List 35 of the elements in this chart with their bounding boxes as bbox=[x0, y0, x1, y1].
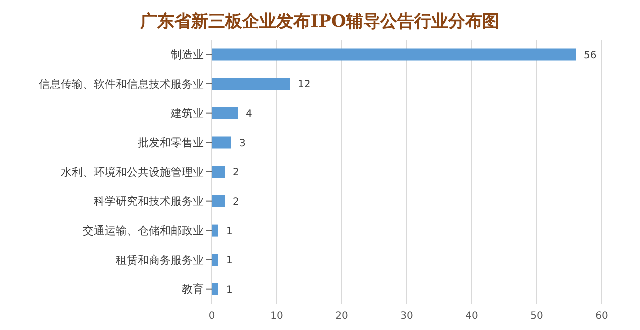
data-label: 56 bbox=[584, 50, 597, 62]
bar bbox=[212, 107, 238, 120]
bar bbox=[212, 195, 225, 208]
bar bbox=[212, 136, 232, 149]
bar bbox=[212, 48, 576, 61]
bar bbox=[212, 166, 225, 178]
x-tick-label: 40 bbox=[466, 311, 478, 322]
bar bbox=[212, 78, 290, 90]
data-label: 2 bbox=[233, 168, 240, 179]
data-label: 3 bbox=[240, 138, 246, 150]
bar bbox=[212, 224, 218, 237]
x-tick-label: 10 bbox=[270, 311, 284, 322]
data-label: 2 bbox=[233, 197, 240, 208]
bar bbox=[212, 283, 218, 296]
y-tick-label: 科学研究和技术服务业 bbox=[94, 195, 204, 208]
data-label: 1 bbox=[226, 285, 233, 296]
data-label: 1 bbox=[226, 256, 233, 267]
x-tick-label: 20 bbox=[336, 311, 348, 322]
bar bbox=[212, 254, 218, 266]
x-tick-label: 50 bbox=[530, 311, 544, 322]
y-tick-label: 水利、环境和公共设施管理业 bbox=[61, 166, 204, 179]
y-tick-label: 信息传输、软件和信息技术服务业 bbox=[39, 78, 204, 91]
y-tick-label: 交通运输、仓储和邮政业 bbox=[83, 224, 204, 238]
data-label: 1 bbox=[226, 226, 233, 238]
data-label: 4 bbox=[246, 109, 252, 120]
y-tick-label: 租赁和商务服务业 bbox=[116, 254, 204, 267]
y-tick-label: 批发和零售业 bbox=[138, 136, 204, 150]
x-tick-label: 0 bbox=[208, 311, 216, 322]
x-tick-label: 60 bbox=[596, 311, 608, 322]
y-tick-label: 教育 bbox=[182, 283, 204, 296]
x-tick-label: 30 bbox=[400, 311, 414, 322]
y-tick-label: 建筑业 bbox=[170, 107, 204, 120]
y-tick-label: 制造业 bbox=[171, 48, 204, 62]
data-label: 12 bbox=[298, 80, 311, 91]
chart-title: 广东省新三板企业发布IPO辅导公告行业分布图 bbox=[139, 11, 500, 34]
